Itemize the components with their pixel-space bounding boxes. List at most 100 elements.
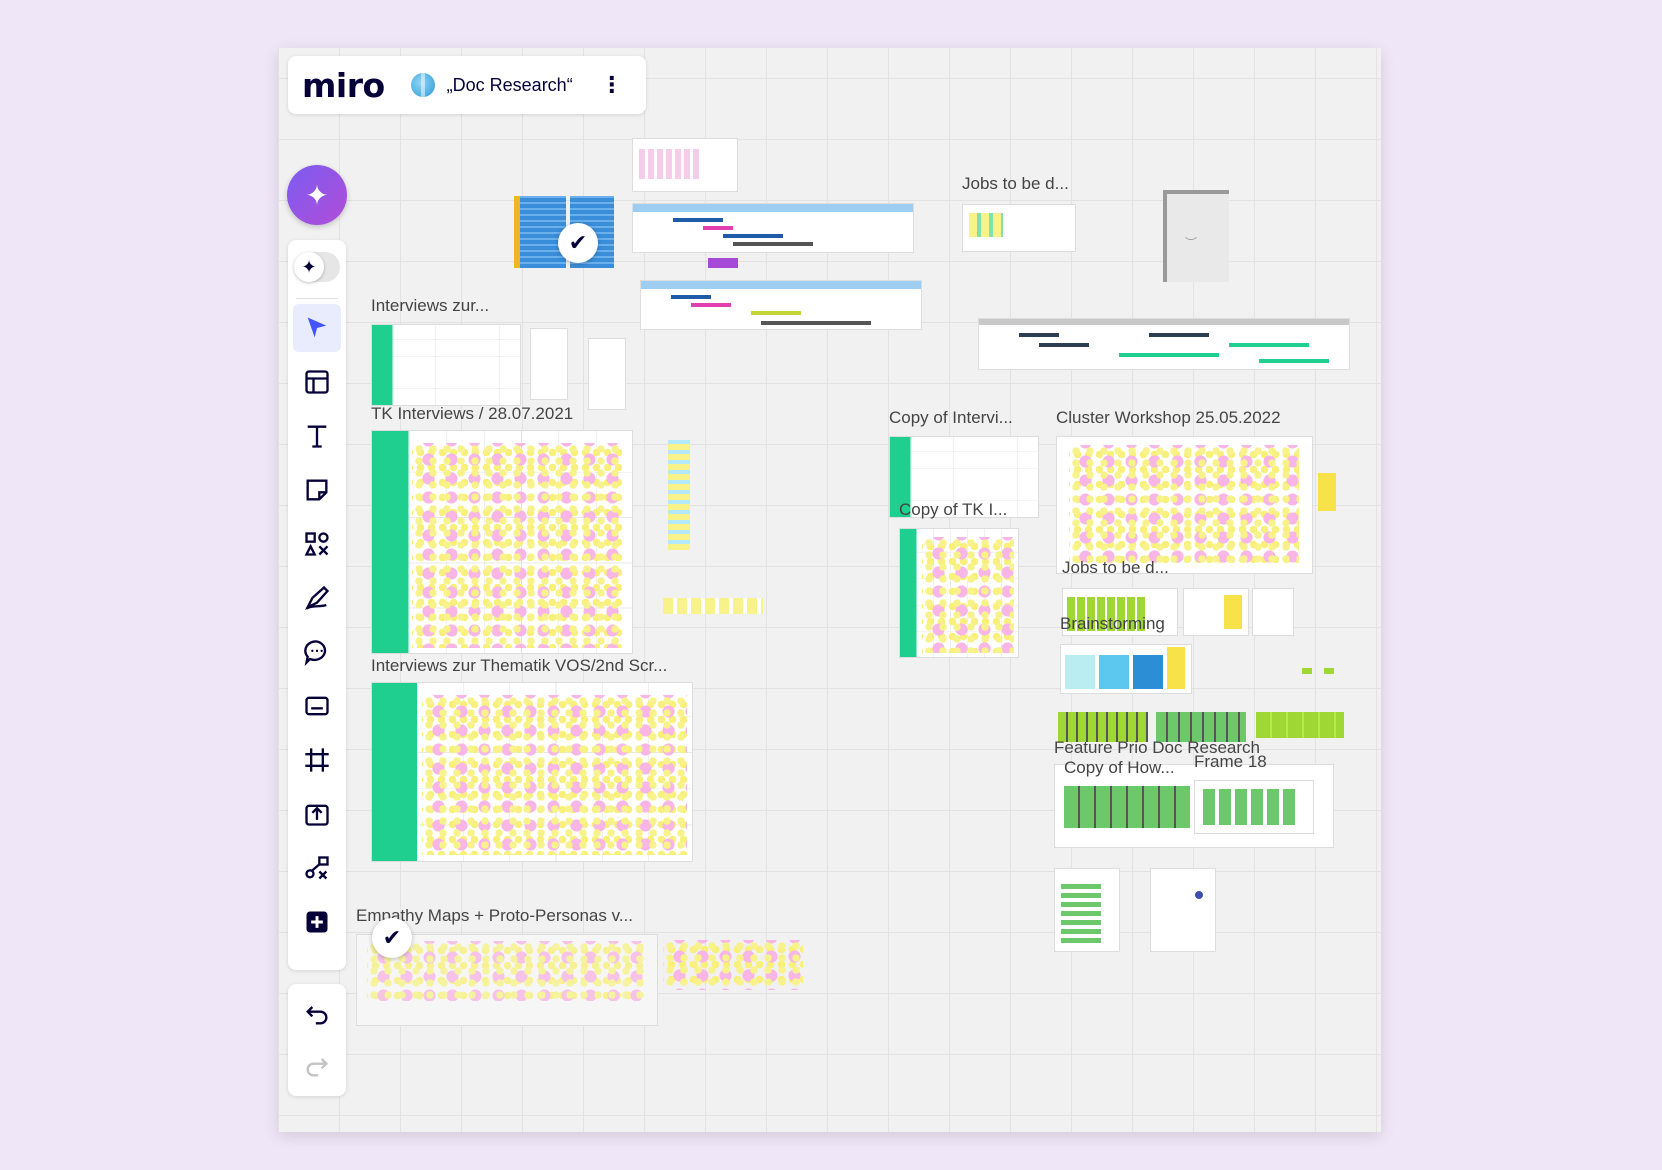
timeline-table[interactable] xyxy=(640,280,922,330)
frame-interviews-thematik[interactable] xyxy=(371,682,693,862)
frame-content xyxy=(1203,789,1298,825)
globe-icon[interactable] xyxy=(410,73,435,97)
frame-tool[interactable] xyxy=(293,736,341,784)
redo-button[interactable] xyxy=(293,1042,341,1090)
board-header: miro „Doc Research“ ⋮ xyxy=(288,56,646,114)
sticky-note-icon xyxy=(306,479,328,501)
sticky-notes-cluster xyxy=(663,940,803,990)
ai-toggle[interactable]: ✦ xyxy=(294,252,340,282)
text-tool[interactable] xyxy=(293,412,341,460)
mind-map-icon xyxy=(305,856,329,880)
sticky-note[interactable] xyxy=(1324,668,1334,674)
sticky-note[interactable] xyxy=(1318,473,1336,511)
pen-tool[interactable] xyxy=(293,574,341,622)
more-vertical-icon[interactable]: ⋮ xyxy=(600,72,623,97)
shapes-icon xyxy=(304,532,329,556)
frame-mini[interactable] xyxy=(1183,588,1249,636)
frame-label[interactable]: Feature Prio Doc Research xyxy=(1054,738,1260,757)
comment-tool[interactable] xyxy=(293,628,341,676)
frame-copy-of-how[interactable] xyxy=(1064,786,1190,828)
sticky-note xyxy=(1224,595,1242,629)
upload-tool[interactable] xyxy=(293,790,341,838)
text-t-icon xyxy=(307,425,327,448)
canvas-card[interactable] xyxy=(632,138,738,192)
frame-jobs-top[interactable] xyxy=(962,204,1076,252)
frame-label[interactable]: Cluster Workshop 25.05.2022 xyxy=(1056,408,1281,427)
timeline-bar xyxy=(751,311,801,315)
shapes-tool[interactable] xyxy=(293,520,341,568)
templates-tool[interactable] xyxy=(293,358,341,406)
timeline-bar xyxy=(691,303,731,307)
frame-tk-interviews[interactable] xyxy=(371,430,633,654)
kanban-board[interactable] xyxy=(1058,712,1148,742)
frame-label[interactable]: Jobs to be d... xyxy=(1062,558,1169,577)
sticky-notes-cluster xyxy=(412,443,622,648)
blue-sticky-stack[interactable] xyxy=(514,196,566,268)
frame-label[interactable]: Copy of How... xyxy=(1064,758,1175,777)
frame-mini[interactable] xyxy=(1054,868,1120,952)
sticky-notes-column[interactable] xyxy=(668,440,690,550)
frame-content xyxy=(1061,883,1101,943)
plus-square-icon xyxy=(306,911,328,933)
undo-icon xyxy=(306,1006,328,1025)
cursor-arrow-icon xyxy=(307,317,327,338)
toolbar-divider xyxy=(296,298,338,299)
frame-jobs-mid[interactable] xyxy=(1062,588,1178,636)
frame-mini[interactable] xyxy=(588,338,626,410)
sticky-note-tool[interactable] xyxy=(293,466,341,514)
frame-mini[interactable] xyxy=(530,328,568,400)
frame-mini[interactable] xyxy=(1150,868,1216,952)
persona-cards[interactable] xyxy=(663,940,803,1012)
frame-content xyxy=(1067,597,1147,631)
card-icon xyxy=(305,696,329,716)
frame-cluster-workshop[interactable] xyxy=(1056,436,1313,574)
frame-content xyxy=(969,213,1003,237)
timeline-bar xyxy=(1229,343,1309,347)
status-dot xyxy=(1195,891,1203,899)
timeline-table[interactable] xyxy=(632,203,914,253)
sticky-notes-row[interactable] xyxy=(1256,712,1344,738)
timeline-table[interactable] xyxy=(978,318,1350,370)
frame-label[interactable]: Copy of Intervi... xyxy=(889,408,1013,427)
image-placeholder[interactable]: ︶ xyxy=(1163,190,1229,282)
sticky-note xyxy=(1167,647,1185,689)
frame-mini[interactable] xyxy=(1252,588,1294,636)
frame-label[interactable]: Interviews zur Thematik VOS/2nd Scr... xyxy=(371,656,668,675)
frame-copy-of-tk[interactable] xyxy=(899,528,1019,658)
sticky-notes-cluster xyxy=(422,695,687,855)
frame-label[interactable]: Interviews zur... xyxy=(371,296,490,315)
more-apps-tool[interactable] xyxy=(293,898,341,946)
frame-label[interactable]: Jobs to be d... xyxy=(962,174,1069,193)
checkmark-icon[interactable]: ✔ xyxy=(372,918,412,958)
frame-18[interactable] xyxy=(1194,780,1314,834)
frame-empathy-maps[interactable] xyxy=(356,934,658,1026)
sticky-notes-cluster xyxy=(367,941,647,1001)
comment-icon xyxy=(304,640,327,666)
frame-label[interactable]: Brainstorming xyxy=(1060,614,1165,633)
undo-button[interactable] xyxy=(293,990,341,1038)
timeline-header xyxy=(979,319,1349,325)
frame-label[interactable]: Empathy Maps + Proto-Personas v... xyxy=(356,906,633,925)
sparkles-icon: ✦ xyxy=(305,179,329,211)
pen-icon xyxy=(305,585,330,610)
frame-label[interactable]: TK Interviews / 28.07.2021 xyxy=(371,404,574,423)
frame-label[interactable]: Copy of TK I... xyxy=(899,500,1008,519)
sticky-notes-row[interactable] xyxy=(663,598,763,614)
timeline-bar xyxy=(761,321,871,325)
timeline-bar xyxy=(671,295,711,299)
timeline-header xyxy=(641,281,921,289)
board-title[interactable]: „Doc Research“ xyxy=(446,74,573,95)
miro-logo[interactable]: miro xyxy=(302,65,385,105)
ai-assistant-button[interactable]: ✦ xyxy=(287,165,347,225)
frame-brainstorming[interactable] xyxy=(1060,644,1192,694)
connect-tool[interactable] xyxy=(293,844,341,892)
checkmark-icon[interactable]: ✔ xyxy=(558,223,598,263)
frame-label[interactable]: Frame 18 xyxy=(1194,752,1267,771)
card-tool[interactable] xyxy=(293,682,341,730)
sticky-note[interactable] xyxy=(1302,668,1312,674)
frame-copy-of-intervi[interactable] xyxy=(889,436,1039,518)
kanban-board[interactable] xyxy=(1156,712,1246,742)
frame-interviews-zur[interactable] xyxy=(371,324,521,406)
select-tool[interactable] xyxy=(293,304,341,352)
redo-icon xyxy=(306,1058,328,1077)
